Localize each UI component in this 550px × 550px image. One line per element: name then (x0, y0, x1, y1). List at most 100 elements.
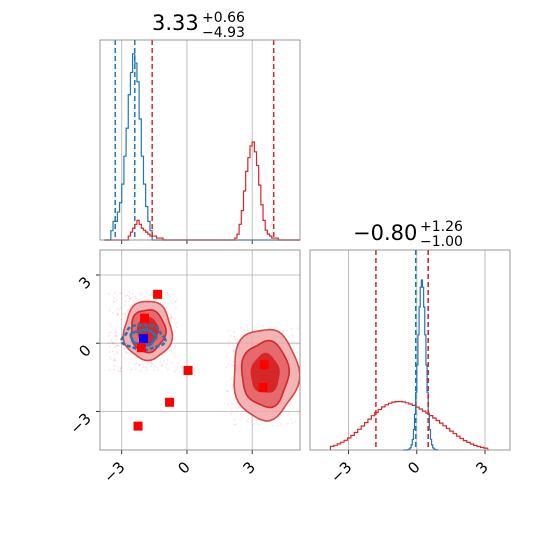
scatter-dot (227, 390, 229, 392)
scatter-dot (246, 324, 249, 326)
marker-red-7 (258, 383, 268, 392)
marker-red-0 (153, 289, 163, 299)
scatter-dot (115, 351, 118, 354)
scatter-dot (289, 418, 292, 421)
contour-blue-level-1 (129, 328, 158, 347)
scatter-dot (232, 364, 235, 367)
scatter-dot (246, 326, 249, 329)
scatter-dot (233, 418, 236, 421)
scatter-dot (129, 297, 132, 300)
histogram-series-0 (104, 53, 300, 241)
scatter-dot (303, 424, 305, 426)
marker-red-6 (259, 360, 269, 370)
scatter-dot (169, 313, 171, 316)
scatter-dot (231, 363, 234, 366)
joint-contour-panel: −3 0 3 −3 0 3 (66, 249, 305, 486)
scatter-dot (275, 326, 277, 329)
scatter-dot (114, 331, 117, 334)
title-param-1-lower: −4.93 (202, 25, 245, 41)
scatter-dot (153, 364, 156, 367)
scatter-dot (170, 362, 173, 365)
scatter-dot (170, 349, 172, 352)
scatter-dot (174, 355, 177, 358)
marker-red-1 (140, 313, 150, 323)
scatter-dot (118, 344, 120, 347)
scatter-dot (282, 329, 285, 332)
scatter-dot (232, 345, 235, 348)
marker-red-3 (183, 365, 193, 375)
scatter-dot (226, 390, 228, 393)
scatter-dot (116, 344, 119, 347)
scatter-dot (287, 411, 290, 414)
scatter-dot (167, 293, 170, 296)
scatter-dot (230, 402, 233, 405)
scatter-dot (146, 368, 149, 371)
scatter-dot (245, 419, 248, 422)
marker-red-4 (165, 397, 175, 407)
scatter-dot (230, 408, 233, 411)
scatter-dot (279, 423, 282, 425)
scatter-dot (252, 423, 255, 426)
scatter-dot (113, 353, 116, 356)
scatter-dot (114, 337, 117, 340)
scatter-dot (134, 295, 137, 298)
scatter-dot (144, 295, 147, 298)
scatter-dot (109, 331, 112, 333)
scatter-dot (108, 342, 111, 344)
scatter-dot (116, 307, 119, 310)
scatter-dot (120, 366, 122, 369)
scatter-dot (113, 359, 116, 362)
scatter-dot (233, 331, 235, 333)
scatter-dot (174, 301, 177, 303)
scatter-dot (108, 310, 111, 313)
x-tick-label-right-2: 3 (472, 458, 491, 477)
scatter-dot (124, 295, 127, 298)
scatter-dot (119, 292, 122, 295)
scatter-dot (116, 335, 118, 338)
scatter-dot (161, 364, 163, 366)
scatter-dot (232, 360, 235, 362)
scatter-dot (139, 293, 142, 296)
scatter-dot (124, 313, 127, 316)
scatter-dot (296, 413, 299, 416)
marginal-histogram-param-2: −3 0 3 (309, 249, 511, 486)
scatter-dot (109, 356, 111, 358)
scatter-dot (277, 424, 280, 427)
scatter-dot (128, 291, 131, 294)
scatter-dot (162, 359, 165, 362)
scatter-dot (109, 322, 112, 325)
scatter-dot (301, 417, 303, 419)
scatter-dot (141, 363, 144, 366)
scatter-dot (119, 370, 122, 373)
marker-red-2 (136, 343, 146, 353)
scatter-dot (174, 322, 177, 325)
title-param-1-upper: +0.66 (202, 10, 245, 26)
scatter-dot (166, 363, 169, 366)
scatter-dot (232, 349, 235, 352)
y-tick-label-joint-1: 0 (75, 341, 94, 360)
scatter-dot (150, 361, 153, 364)
scatter-dot (225, 355, 228, 358)
scatter-dot (115, 331, 118, 334)
x-tick-label-joint-0: −3 (100, 458, 128, 486)
x-tick-label-right-0: −3 (327, 458, 355, 486)
x-tick-label-joint-1: 0 (174, 458, 193, 477)
scatter-dot (165, 292, 168, 295)
scatter-dot (174, 329, 177, 332)
scatter-dot (108, 308, 111, 310)
scatter-dot (303, 382, 305, 384)
scatter-dot (131, 296, 134, 299)
scatter-dot (147, 298, 150, 300)
scatter-dot (169, 317, 172, 320)
scatter-dot (296, 389, 299, 392)
scatter-dot (134, 368, 137, 370)
scatter-dot (156, 369, 159, 372)
histogram-blue-param-2 (403, 279, 439, 451)
scatter-dot (233, 423, 236, 426)
scatter-dot (119, 370, 122, 373)
scatter-dot (109, 325, 112, 328)
scatter-dot (173, 346, 176, 349)
scatter-dot (116, 299, 118, 301)
scatter-dot (175, 299, 177, 302)
scatter-dot (262, 325, 265, 327)
